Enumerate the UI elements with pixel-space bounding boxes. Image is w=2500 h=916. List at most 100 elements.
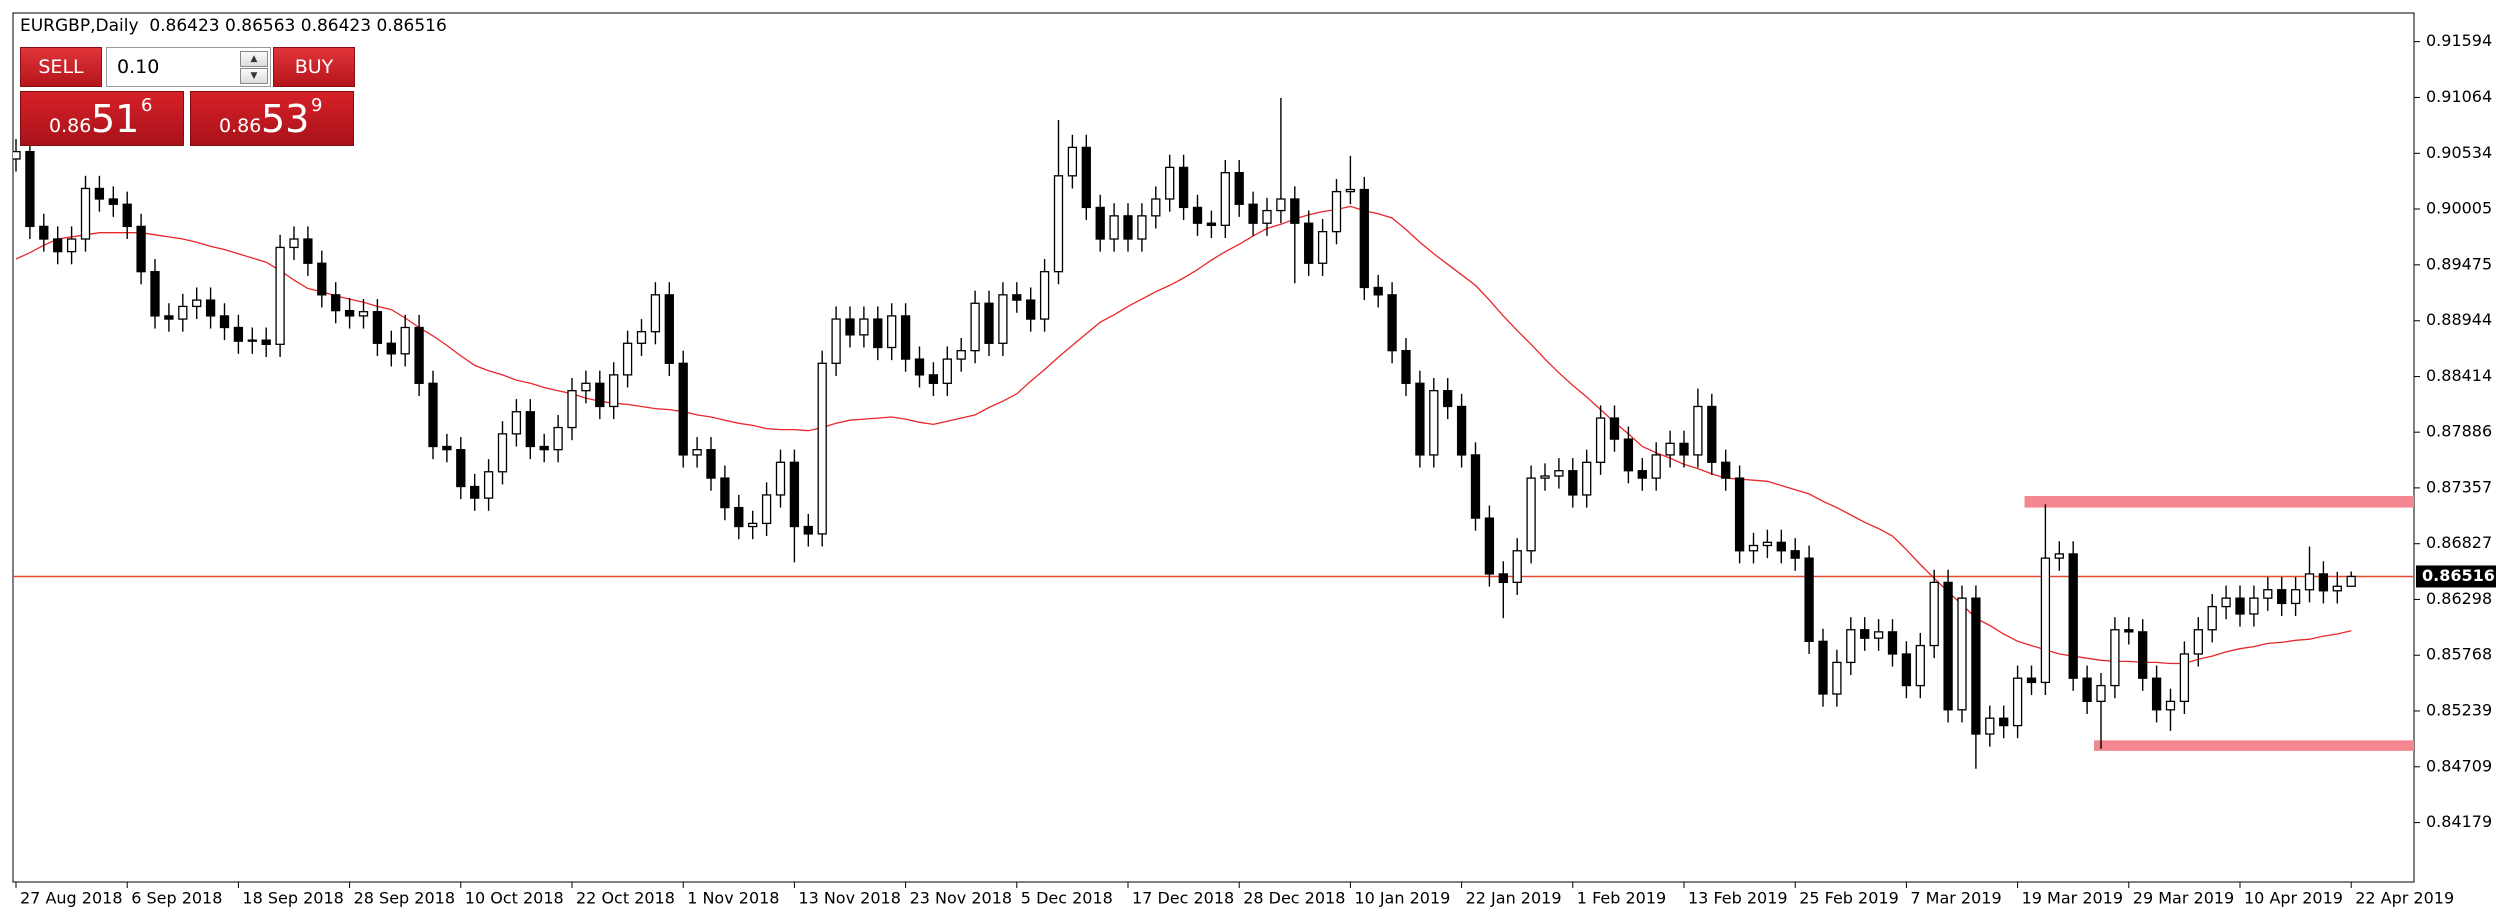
candle-body [1012,294,1022,301]
candle-body [1887,631,1898,655]
lot-up[interactable]: ▲ [240,51,268,67]
chart-header: EURGBP,Daily 0.86423 0.86563 0.86423 0.8… [20,16,447,36]
candle-body [80,187,91,240]
candle-body [1317,230,1328,264]
candle-body [1498,573,1508,584]
candle-body [595,382,605,408]
candle-body [178,305,188,320]
y-tick-label: 0.90534 [2426,143,2492,162]
candle-body [1206,222,1217,226]
y-tick-label: 0.88944 [2426,310,2492,329]
candle-body [1999,717,2009,727]
candle-body [358,311,369,317]
x-tick-label: 7 Mar 2019 [1910,889,2001,908]
candle-body [1693,405,1703,456]
x-tick-label: 22 Jan 2019 [1466,889,1562,908]
moving-average [15,205,2352,665]
candle-body [1373,286,1383,296]
x-tick-label: 1 Feb 2019 [1577,889,1666,908]
price-zone [2024,496,2414,508]
candle-body [956,350,966,360]
sell-button[interactable]: SELL [20,47,102,87]
candle-body [442,445,452,451]
candle-body [1165,166,1175,200]
x-tick-label: 19 Mar 2019 [2022,889,2123,908]
plot-frame [12,12,2415,883]
candle-body [483,471,494,499]
candle-body [525,411,535,448]
candle-body [2179,653,2190,703]
candle-body [1192,206,1203,224]
candle-body [414,326,424,384]
lot-down[interactable]: ▼ [240,68,268,84]
candle-body [1651,454,1661,479]
candle-body [1290,198,1300,224]
bid-prefix: 0.86 [49,115,92,137]
price-label: 0.86516 [2422,566,2495,585]
candle-body [1248,203,1258,224]
candle-body [2151,677,2162,711]
candle-body [205,299,216,317]
candle-body [386,342,396,355]
candle-body [2026,677,2037,684]
candle-body [1220,172,1230,226]
bid-pips: 51 [91,97,140,141]
x-tick-label: 1 Nov 2018 [687,889,779,908]
candle-body [2263,589,2273,599]
lot-input[interactable]: 0.10 ▲ ▼ [106,47,271,87]
candle-body [400,326,410,355]
buy-button[interactable]: BUY [273,47,355,87]
candle-body [859,318,869,336]
candle-body [1526,477,1536,552]
candle-body [2207,605,2217,631]
candle-body [817,362,827,535]
candle-body [2054,553,2064,559]
y-tick-label: 0.86827 [2426,533,2492,552]
candle-body [94,187,105,200]
ohlc-high: 0.86563 [225,16,296,36]
candle-body [1443,390,1453,408]
candle-body [1804,557,1814,642]
y-tick-label: 0.91594 [2426,31,2492,50]
candle-body [1568,470,1578,496]
candle-body [914,358,925,376]
candle-body [456,449,466,488]
candle-body [1470,454,1481,519]
x-tick-label: 18 Sep 2018 [242,889,343,908]
one-click-panel: SELL 0.10 ▲ ▼ BUY 0.86 51 6 0.86 53 9 [20,47,355,146]
y-tick-label: 0.86298 [2426,589,2492,608]
candle-body [1609,417,1620,440]
candle-body [1540,475,1550,479]
candle-body [1762,541,1773,547]
candle-body [1401,350,1411,384]
candle-body [1123,215,1133,240]
candle-body [289,238,299,249]
candle-body [1595,417,1606,463]
x-tick-label: 29 Mar 2019 [2133,889,2234,908]
candle-body [1790,550,1800,559]
candle-body [2221,597,2231,608]
candle-body [247,339,257,342]
x-tick-label: 27 Aug 2018 [20,889,123,908]
candle-body [1873,631,1884,639]
bid-quote[interactable]: 0.86 51 6 [20,91,184,146]
candle-body [1665,442,1675,456]
candle-body [317,262,327,296]
ask-quote[interactable]: 0.86 53 9 [190,91,354,146]
candle-body [1304,222,1314,264]
price-label-box [2416,565,2496,588]
candle-body [2165,700,2176,711]
candle-body [2290,589,2301,605]
x-tick-label: 13 Feb 2019 [1688,889,1788,908]
candle-body [664,294,674,364]
candle-body [1387,294,1397,352]
symbol: EURGBP,Daily [20,16,139,36]
candle-body [1832,661,1842,695]
candle-body [1707,405,1717,463]
x-tick-label: 5 Dec 2018 [1021,889,1113,908]
ask-prefix: 0.86 [219,115,262,137]
candle-body [2304,573,2315,591]
candle-body [1818,640,1828,695]
ohlc-low: 0.86423 [300,16,372,36]
